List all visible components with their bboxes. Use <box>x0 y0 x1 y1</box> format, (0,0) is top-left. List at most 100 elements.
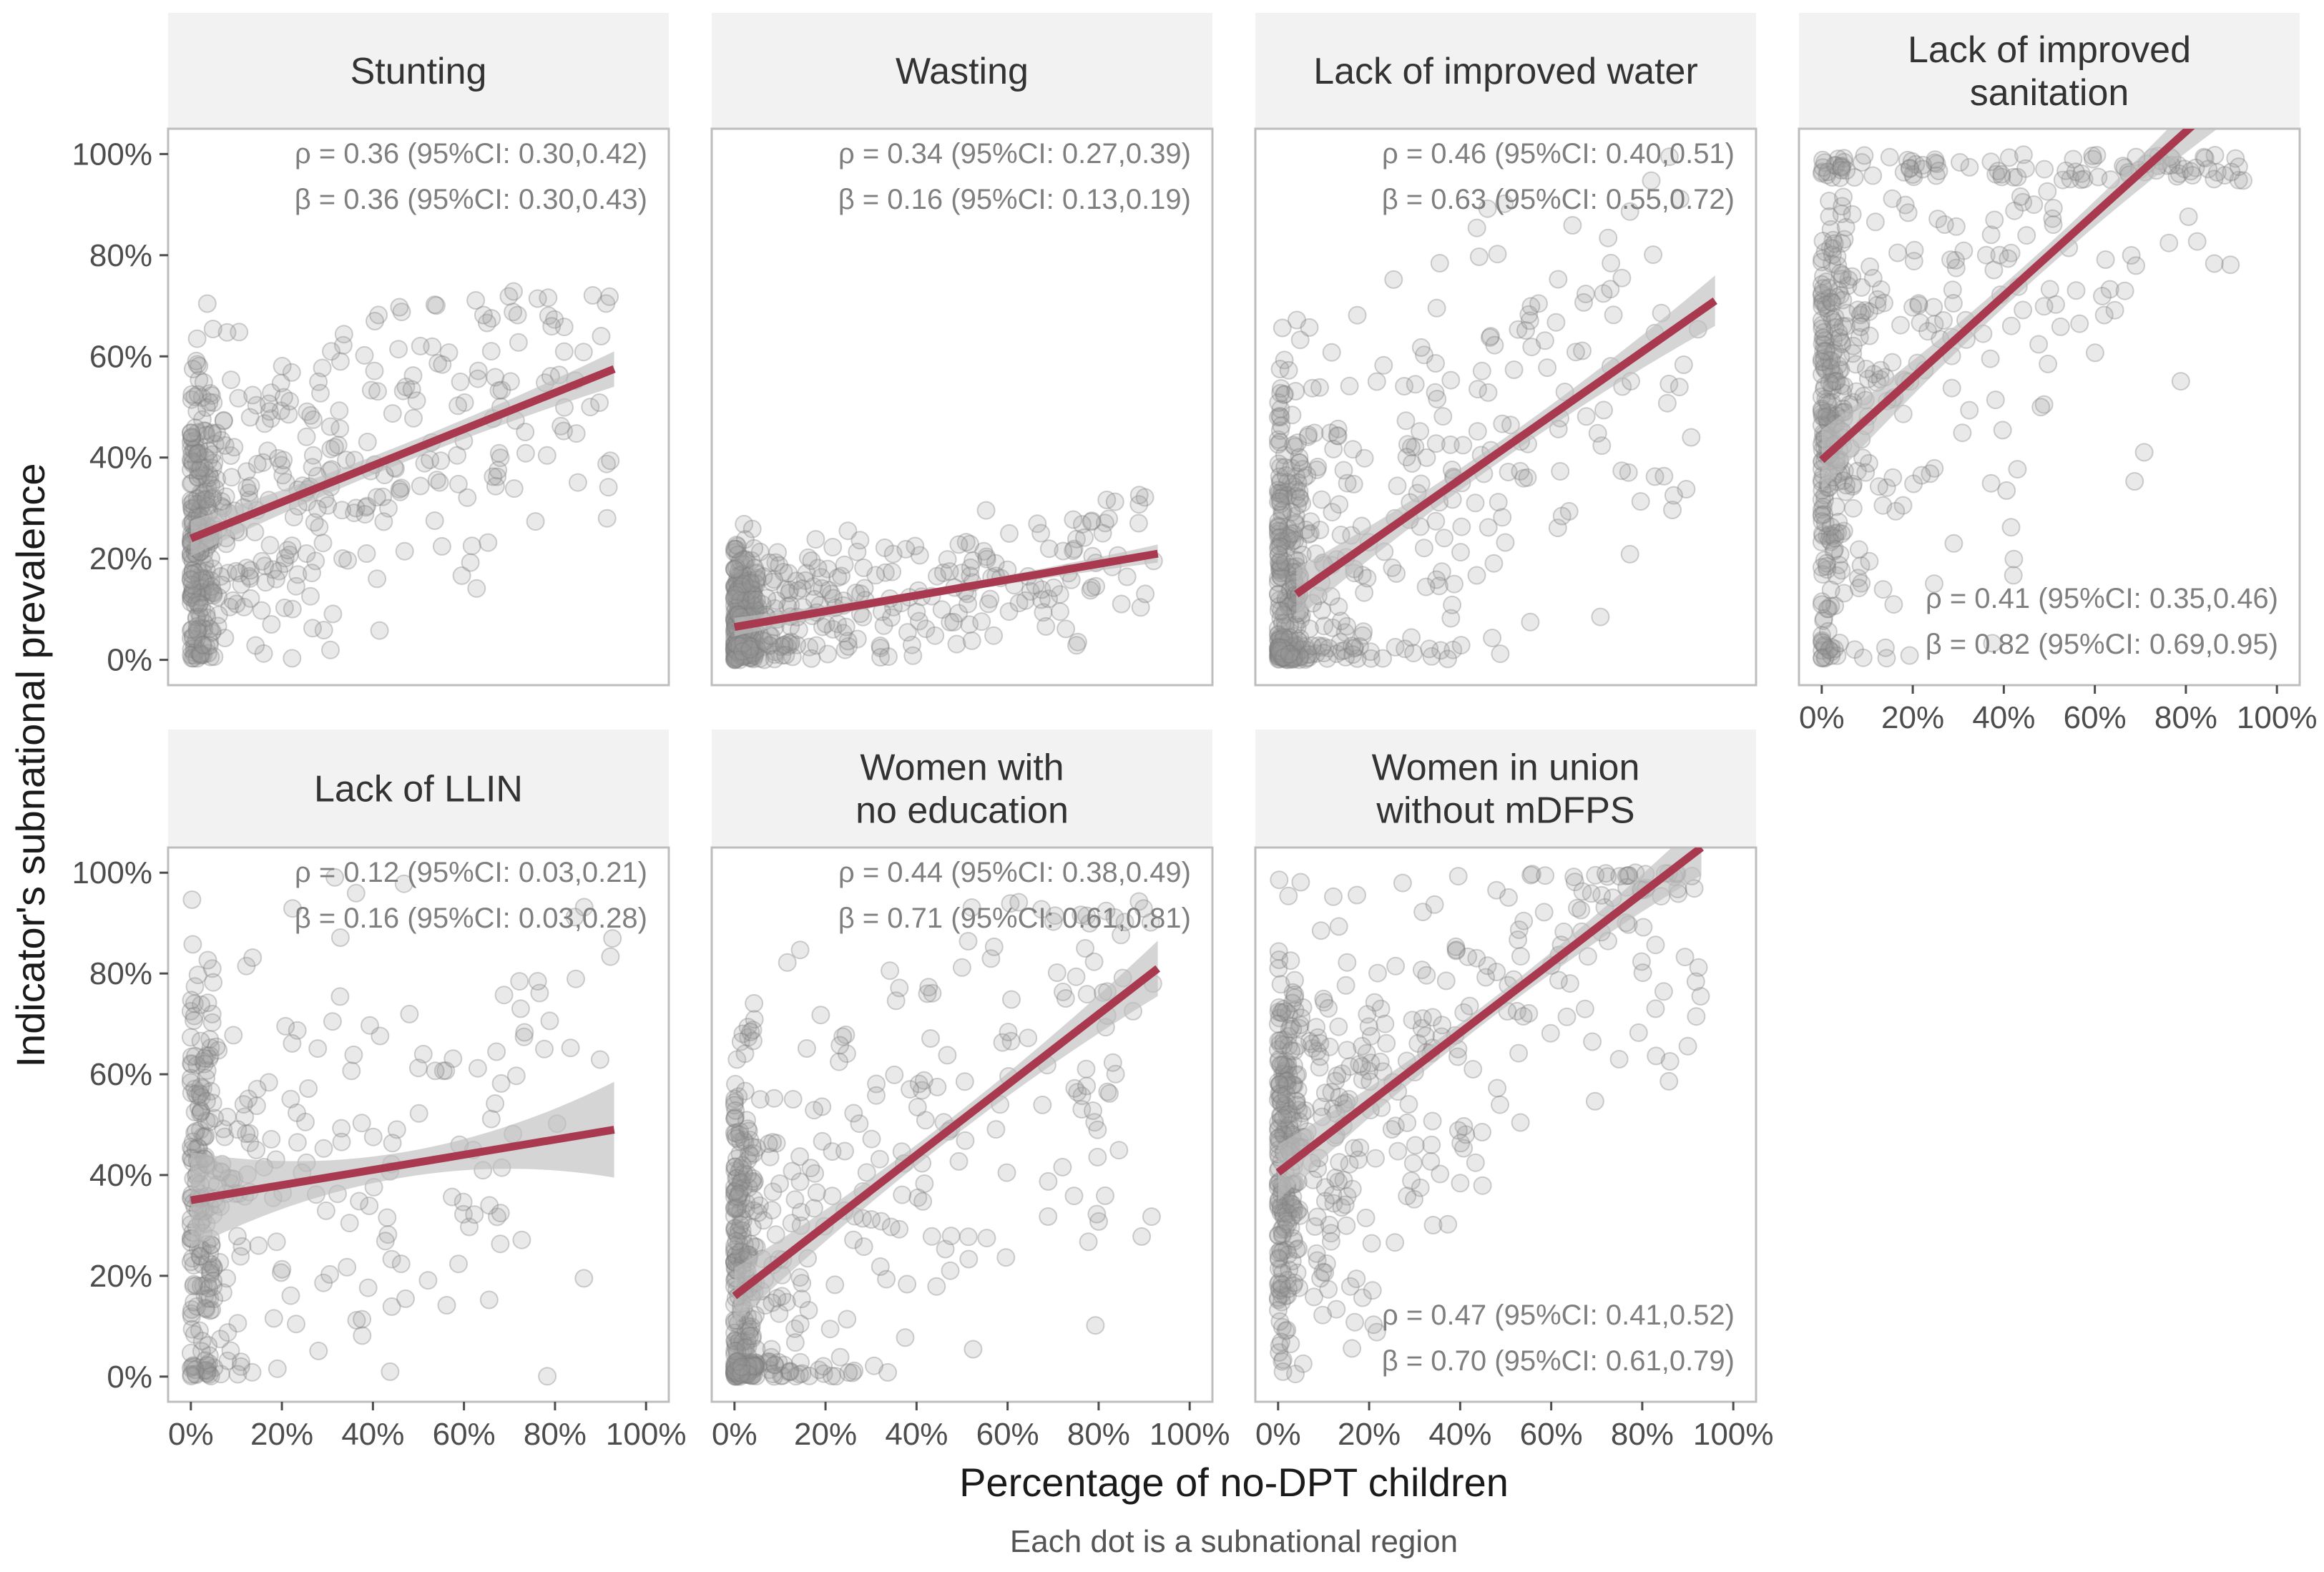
scatter-point <box>767 1134 786 1153</box>
scatter-point <box>1823 310 1842 330</box>
scatter-point <box>1272 1220 1291 1239</box>
scatter-point <box>1574 293 1593 312</box>
scatter-point <box>1441 609 1461 628</box>
scatter-point <box>430 473 449 492</box>
scatter-point <box>734 1361 753 1380</box>
scatter-point <box>781 632 800 652</box>
scatter-point <box>766 553 785 572</box>
scatter-point <box>1416 1026 1436 1046</box>
scatter-point <box>949 535 969 554</box>
scatter-point <box>1270 467 1289 486</box>
scatter-point <box>922 1227 941 1246</box>
scatter-point <box>1276 640 1295 659</box>
scatter-point <box>727 1366 746 1385</box>
scatter-point <box>728 640 747 659</box>
scatter-point <box>1813 626 1831 645</box>
scatter-point <box>728 1187 747 1207</box>
scatter-point <box>1836 317 1855 336</box>
scatter-point <box>898 623 917 642</box>
scatter-point <box>729 642 748 661</box>
scatter-point <box>1507 1001 1526 1021</box>
scatter-point <box>193 635 212 654</box>
scatter-point <box>1269 517 1288 536</box>
scatter-point <box>1413 903 1433 922</box>
scatter-point <box>745 1172 764 1191</box>
scatter-point <box>882 608 901 627</box>
scatter-point <box>903 646 923 665</box>
scatter-point <box>1082 578 1102 597</box>
scatter-point <box>204 584 223 603</box>
scatter-point <box>746 1353 765 1372</box>
scatter-point <box>203 445 222 464</box>
scatter-point <box>1343 1339 1362 1358</box>
scatter-point <box>984 626 1004 645</box>
scatter-point <box>1927 154 1946 174</box>
scatter-point <box>736 646 755 665</box>
scatter-point <box>2051 317 2070 336</box>
scatter-point <box>182 584 202 604</box>
scatter-point <box>1286 382 1305 401</box>
scatter-point <box>1813 526 1833 545</box>
scatter-point <box>455 393 474 412</box>
scatter-point <box>1281 647 1300 667</box>
scatter-point <box>1281 1218 1300 1237</box>
scatter-point <box>765 649 784 669</box>
scatter-point <box>773 1366 792 1385</box>
scatter-point <box>1677 480 1696 498</box>
scatter-point <box>914 1071 933 1090</box>
scatter-point <box>195 1351 215 1370</box>
scatter-point <box>1852 574 1871 593</box>
scatter-point <box>1313 637 1333 656</box>
scatter-point <box>1446 941 1466 961</box>
scatter-point <box>1821 596 1840 616</box>
scatter-point <box>1835 584 1854 603</box>
scatter-point <box>1813 279 1833 298</box>
scatter-point <box>1546 313 1566 332</box>
scatter-point <box>1269 959 1288 978</box>
scatter-point <box>733 1332 752 1352</box>
scatter-point <box>1812 387 1831 406</box>
scatter-point <box>1830 264 1850 283</box>
scatter-point <box>725 640 745 659</box>
scatter-point <box>1313 1262 1333 1282</box>
scatter-point <box>1815 335 1834 355</box>
scatter-point <box>1283 650 1303 669</box>
scatter-point <box>1984 260 2004 280</box>
scatter-point <box>776 580 795 599</box>
scatter-point <box>1417 448 1436 467</box>
scatter-point <box>1064 541 1083 560</box>
scatter-point <box>780 1362 800 1380</box>
scatter-point <box>275 549 295 568</box>
scatter-point <box>725 596 744 615</box>
scatter-point <box>725 1207 744 1226</box>
scatter-point <box>1280 628 1300 647</box>
scatter-point <box>1343 440 1363 459</box>
scatter-point <box>1285 550 1305 569</box>
scatter-point <box>209 587 228 606</box>
scatter-point <box>1926 166 1946 185</box>
scatter-point <box>1334 461 1353 480</box>
scatter-point <box>1050 585 1069 604</box>
scatter-point <box>1411 474 1431 493</box>
scatter-point <box>1329 597 1348 616</box>
scatter-point <box>1281 642 1300 661</box>
scatter-point <box>1270 483 1289 503</box>
scatter-point <box>403 366 423 385</box>
scatter-point <box>1395 377 1414 396</box>
scatter-point <box>730 642 749 660</box>
scatter-point <box>193 583 212 602</box>
scatter-point <box>492 380 511 400</box>
scatter-point <box>379 498 398 518</box>
scatter-point <box>1850 328 1869 347</box>
scatter-point <box>867 1074 886 1094</box>
scatter-point <box>976 501 996 520</box>
scatter-point <box>1283 1111 1303 1130</box>
scatter-point <box>2195 147 2214 167</box>
scatter-point <box>736 1360 755 1380</box>
scatter-point <box>949 1151 969 1171</box>
scatter-point <box>204 393 223 412</box>
scatter-point <box>742 637 761 656</box>
scatter-point <box>1283 532 1302 551</box>
scatter-point <box>205 647 224 667</box>
